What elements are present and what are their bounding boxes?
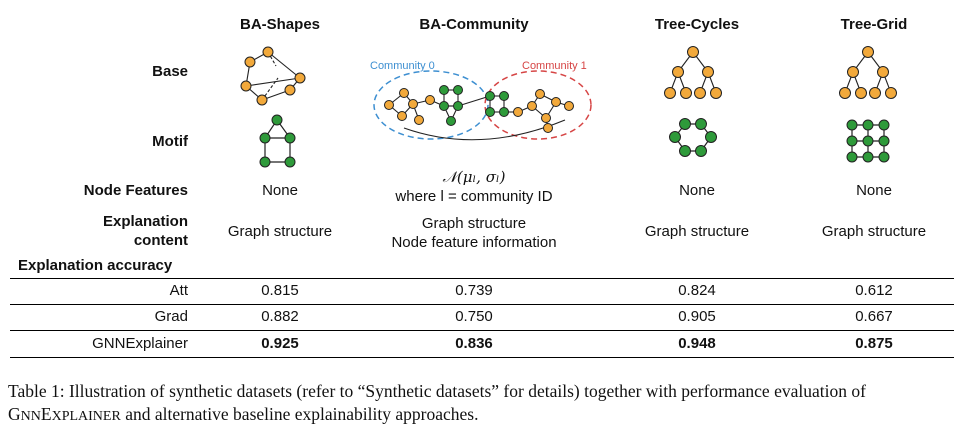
caption-method-name: GNNEXPLAINER <box>8 404 121 424</box>
col-header-ba-community: BA-Community <box>419 16 529 33</box>
col-header-ba-shapes: BA-Shapes <box>239 16 321 33</box>
accuracy-att-ba-community: 0.739 <box>455 282 493 299</box>
explanation-content-tree-grid: Graph structure <box>821 223 927 240</box>
method-name-grad: Grad <box>154 308 188 325</box>
community-1-label: Community 1 <box>522 60 587 72</box>
method-name-gnnexplainer: GNNExplainer <box>92 335 188 352</box>
explanation-content-tree-cycles: Graph structure <box>644 223 750 240</box>
table-rule-1 <box>10 304 954 305</box>
row-label-base: Base <box>152 63 188 80</box>
node-features-ba-shapes: None <box>262 182 298 199</box>
accuracy-att-tree-cycles: 0.824 <box>678 282 716 299</box>
accuracy-att-ba-shapes: 0.815 <box>261 282 299 299</box>
node <box>256 94 268 106</box>
table-rule-top <box>10 278 954 279</box>
node <box>240 80 252 92</box>
node <box>244 56 256 68</box>
community-0-label: Community 0 <box>370 60 435 72</box>
node-features-ba-community-note: where l = community ID <box>395 188 553 205</box>
row-label-explanation-accuracy: Explanation accuracy <box>18 257 173 274</box>
accuracy-att-tree-grid: 0.612 <box>855 282 893 299</box>
node <box>262 46 274 58</box>
node-features-tree-grid: None <box>856 182 892 199</box>
accuracy-grad-ba-community: 0.750 <box>455 308 493 325</box>
row-label-node-features: Node Features <box>83 182 188 199</box>
accuracy-gnnexplainer-ba-community: 0.836 <box>455 335 493 352</box>
col-header-tree-cycles: Tree-Cycles <box>654 16 740 33</box>
community-0-ellipse <box>373 70 489 140</box>
accuracy-grad-tree-grid: 0.667 <box>855 308 893 325</box>
node-features-tree-cycles: None <box>679 182 715 199</box>
method-name-att: Att <box>169 282 188 299</box>
community-1-ellipse <box>484 70 592 140</box>
table-rule-2 <box>10 330 954 331</box>
caption-text-2: and alternative baseline explainability … <box>120 404 479 424</box>
node <box>284 84 296 96</box>
explanation-content-ba-community-2: Node feature information <box>391 234 557 251</box>
accuracy-gnnexplainer-tree-grid: 0.875 <box>855 335 893 352</box>
row-label-motif: Motif <box>152 133 188 150</box>
row-label-explanation-content-1: Explanation <box>102 213 188 230</box>
accuracy-grad-tree-cycles: 0.905 <box>678 308 716 325</box>
explanation-content-ba-community-1: Graph structure <box>421 215 527 232</box>
table-caption: Table 1: Illustration of synthetic datas… <box>8 380 958 428</box>
col-header-tree-grid: Tree-Grid <box>840 16 908 33</box>
row-label-explanation-content-2: content <box>133 232 188 249</box>
caption-text-1: Table 1: Illustration of synthetic datas… <box>8 381 866 401</box>
accuracy-grad-ba-shapes: 0.882 <box>261 308 299 325</box>
node <box>294 72 306 84</box>
explanation-content-ba-shapes: Graph structure <box>227 223 333 240</box>
accuracy-gnnexplainer-ba-shapes: 0.925 <box>261 335 299 352</box>
table-rule-bottom <box>10 357 954 358</box>
accuracy-gnnexplainer-tree-cycles: 0.948 <box>678 335 716 352</box>
node-features-ba-community-formula: 𝒩(μₗ, σₗ) <box>442 168 506 186</box>
